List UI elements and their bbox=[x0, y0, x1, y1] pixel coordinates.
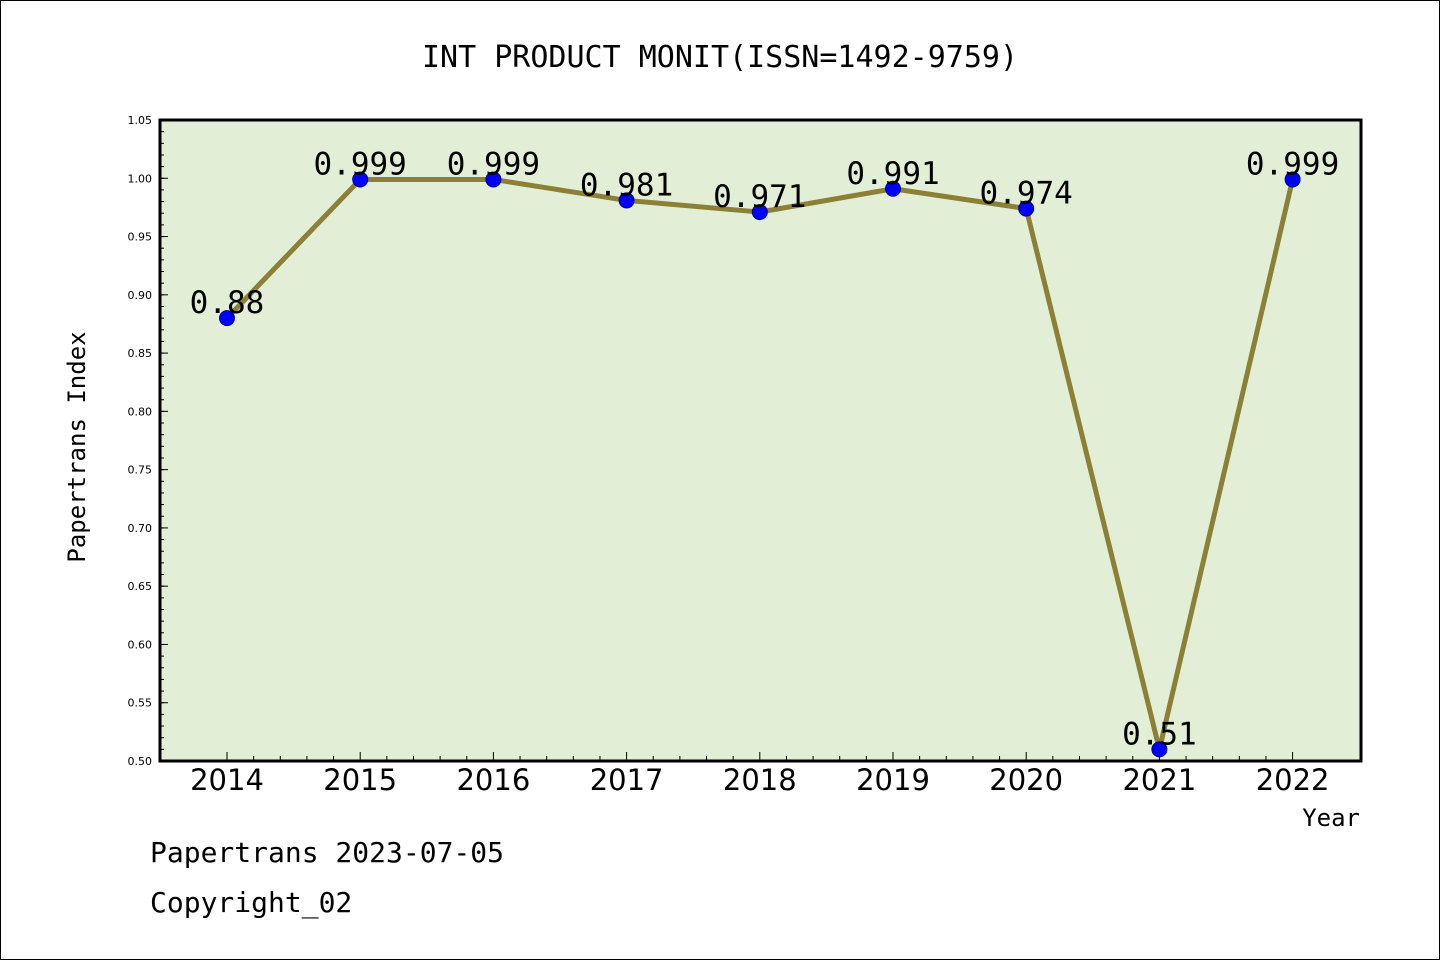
y-tick-label: 0.80 bbox=[128, 405, 153, 418]
x-tick-label: 2017 bbox=[590, 763, 664, 797]
data-point-2016 bbox=[485, 171, 502, 188]
data-label-2021: 0.51 bbox=[1122, 716, 1197, 752]
x-tick-label: 2018 bbox=[723, 763, 797, 797]
data-label-2015: 0.999 bbox=[314, 146, 407, 182]
x-tick-label: 2019 bbox=[856, 763, 930, 797]
data-point-2021 bbox=[1151, 741, 1168, 758]
x-axis-label: Year bbox=[1302, 804, 1360, 832]
y-tick-label: 0.70 bbox=[128, 522, 153, 535]
data-label-2017: 0.981 bbox=[580, 167, 673, 203]
y-tick-label: 0.95 bbox=[128, 231, 153, 244]
data-point-2019 bbox=[885, 180, 901, 197]
x-tick-label: 2022 bbox=[1256, 763, 1330, 797]
y-axis-label: Papertrans Index bbox=[63, 331, 91, 562]
y-tick-label: 0.55 bbox=[128, 697, 153, 710]
data-label-2014: 0.88 bbox=[190, 285, 265, 321]
data-points bbox=[219, 171, 1301, 758]
x-tick-label: 2016 bbox=[456, 763, 530, 797]
x-tick-label: 2015 bbox=[323, 763, 397, 797]
y-tick-label: 0.50 bbox=[128, 755, 153, 768]
chart-title: INT PRODUCT MONIT(ISSN=1492-9759) bbox=[422, 40, 1018, 75]
data-point-2017 bbox=[618, 192, 635, 209]
data-point-2018 bbox=[751, 204, 768, 221]
data-label-2018: 0.971 bbox=[713, 179, 806, 215]
data-label-2020: 0.974 bbox=[980, 176, 1073, 212]
data-point-2020 bbox=[1018, 200, 1035, 217]
y-axis: 0.50 0.55 0.60 0.65 0.70 0.75 0.80 0.85 0.90 0.95… bbox=[128, 114, 168, 768]
data-point-2015 bbox=[352, 171, 369, 188]
data-labels: 0.88 0.999 0.999 0.981 0.971 0.991 0.974 0.51 0.… bbox=[190, 146, 1340, 752]
footer-copyright: Copyright_02 bbox=[150, 886, 353, 919]
plot-area bbox=[158, 118, 1363, 763]
x-tick-label: 2020 bbox=[989, 763, 1063, 797]
y-tick-label: 0.65 bbox=[128, 580, 153, 593]
y-tick-label: 1.05 bbox=[128, 114, 153, 127]
data-label-2022: 0.999 bbox=[1246, 146, 1339, 182]
data-label-2016: 0.999 bbox=[447, 146, 540, 182]
y-tick-label: 0.85 bbox=[128, 347, 153, 360]
x-tick-label: 2021 bbox=[1122, 763, 1196, 797]
data-point-2014 bbox=[219, 310, 235, 327]
y-tick-label: 0.90 bbox=[128, 289, 153, 302]
y-tick-label: 1.00 bbox=[128, 172, 153, 185]
footer-date: Papertrans 2023-07-05 bbox=[150, 836, 505, 869]
y-tick-label: 0.75 bbox=[128, 464, 153, 477]
x-axis: 2014 2015 2016 2017 2018 2019 2020 2021 2022 bbox=[190, 752, 1330, 797]
data-point-2022 bbox=[1284, 171, 1301, 188]
x-tick-label: 2014 bbox=[190, 763, 264, 797]
data-label-2019: 0.991 bbox=[846, 156, 939, 192]
y-tick-label: 0.60 bbox=[128, 638, 153, 651]
